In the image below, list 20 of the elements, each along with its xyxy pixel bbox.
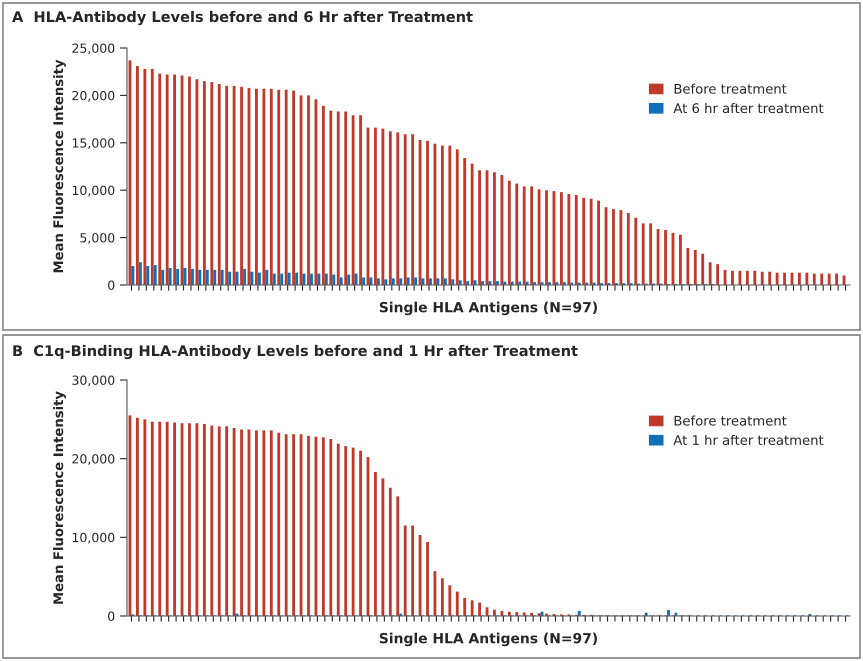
y-tick-label: 0 (108, 280, 114, 290)
y-tick-label: 10,000 (72, 532, 114, 544)
y-tick-label: 20,000 (72, 454, 114, 465)
y-tick-label: 20,000 (72, 90, 114, 102)
x-axis-title: Single HLA Antigens (N=97) (380, 302, 597, 316)
y-tick-label: 10,000 (72, 186, 114, 196)
x-axis-title: Single HLA Antigens (N=97) (380, 632, 597, 646)
y-tick-label: 5,000 (80, 233, 114, 244)
legend-label: At 1 hr after treatment (673, 434, 824, 446)
y-axis-title: Mean Fluorescence Intensity (53, 391, 66, 604)
chart-title: A HLA-Antibody Levels before and 6 Hr after Treatment (12, 10, 473, 26)
legend-label: Before treatment (674, 415, 787, 426)
y-axis-title: Mean Fluorescence Intensity (53, 60, 66, 272)
y-tick-label: 30,000 (72, 375, 114, 386)
legend-label: At 6 hr after treatment (673, 102, 824, 114)
chart-title: B C1q-Binding HLA-Antibody Levels before and 1 Hr after Treatment (13, 344, 578, 360)
y-tick-label: 0 (108, 611, 114, 621)
y-tick-label: 25,000 (72, 43, 114, 54)
legend-label: Before treatment (674, 84, 787, 94)
y-tick-label: 15,000 (72, 138, 114, 149)
